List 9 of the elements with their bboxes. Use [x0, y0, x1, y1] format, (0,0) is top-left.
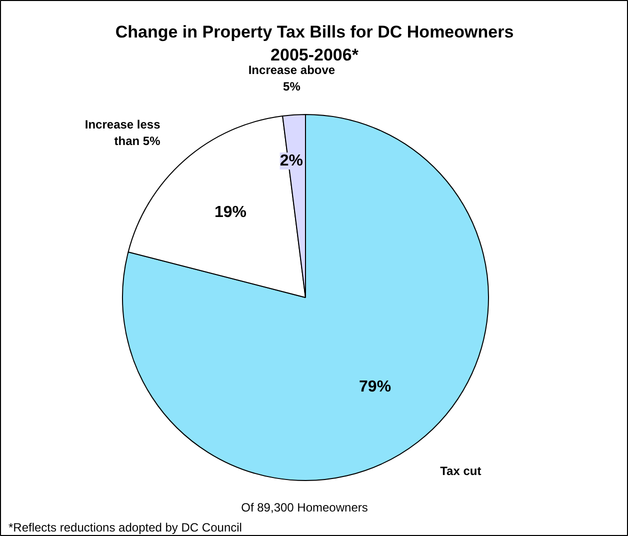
- chart-title: Change in Property Tax Bills for DC Homeowners 2005-2006*: [115, 22, 514, 64]
- text: *Reflects reductions adopted by DC Council: [8, 520, 242, 534]
- slice-label: Tax cut: [440, 464, 482, 478]
- text: Of 89,300 Homeowners: [241, 500, 368, 514]
- slice-label: Increase above 5%: [248, 62, 336, 94]
- data-label: 79%: [359, 378, 392, 396]
- slice-label: Increase less than 5%: [84, 117, 161, 148]
- data-label: 2%: [280, 152, 303, 170]
- data-label: 19%: [214, 204, 246, 221]
